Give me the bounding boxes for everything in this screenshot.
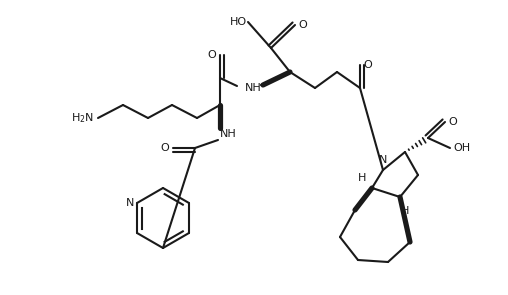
Text: O: O xyxy=(161,143,169,153)
Text: O: O xyxy=(208,50,216,60)
Text: OH: OH xyxy=(454,143,470,153)
Text: O: O xyxy=(299,20,307,30)
Text: HO: HO xyxy=(230,17,246,27)
Text: O: O xyxy=(449,117,457,127)
Text: NH: NH xyxy=(219,129,236,139)
Text: N: N xyxy=(126,198,134,208)
Text: H$_2$N: H$_2$N xyxy=(71,111,93,125)
Text: NH: NH xyxy=(245,83,262,93)
Text: H: H xyxy=(401,206,409,216)
Text: H: H xyxy=(358,173,366,183)
Text: O: O xyxy=(364,60,372,70)
Text: N: N xyxy=(379,155,387,165)
